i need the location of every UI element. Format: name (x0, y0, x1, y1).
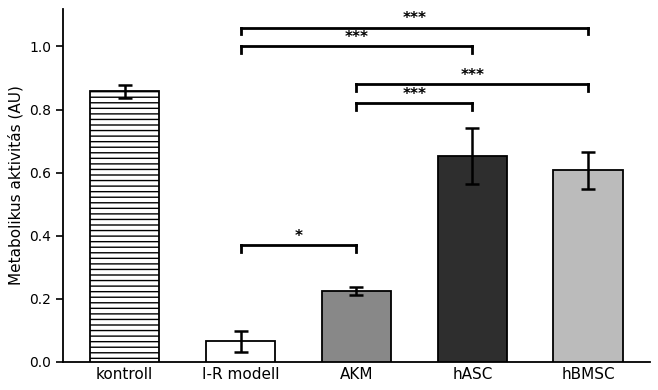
Text: ***: *** (403, 11, 426, 26)
Bar (553, 170, 623, 362)
Text: ***: *** (403, 87, 426, 102)
Text: ***: *** (461, 68, 484, 83)
Bar (438, 156, 507, 362)
Y-axis label: Metabolikus aktivitás (AU): Metabolikus aktivitás (AU) (9, 85, 24, 285)
Text: ***: *** (344, 30, 368, 45)
Bar (90, 91, 159, 362)
Bar (206, 341, 275, 362)
Text: *: * (295, 229, 303, 243)
Bar (322, 291, 392, 362)
